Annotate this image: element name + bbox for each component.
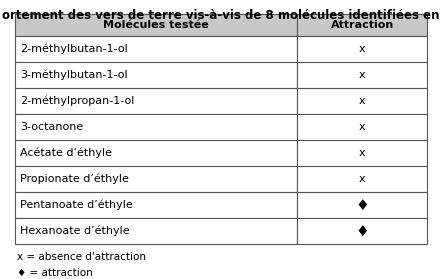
Text: ortement des vers de terre vis-à-vis de 8 molécules identifiées en GC/M: ortement des vers de terre vis-à-vis de … (2, 8, 442, 21)
Bar (297, 114, 427, 140)
Bar (15, 192, 297, 218)
Text: x: x (359, 174, 366, 184)
Text: 2-méthylbutan-1-ol: 2-méthylbutan-1-ol (20, 44, 128, 54)
Bar (15, 140, 297, 166)
Bar (297, 36, 427, 62)
Text: Attraction: Attraction (331, 20, 394, 30)
Text: Acétate d’éthyle: Acétate d’éthyle (20, 148, 112, 158)
Bar (297, 88, 427, 114)
Bar (15, 114, 297, 140)
Text: 3-octanone: 3-octanone (20, 122, 83, 132)
Bar (297, 140, 427, 166)
Bar (297, 192, 427, 218)
Bar (15, 218, 297, 244)
Bar (15, 14, 297, 36)
Text: x = absence d'attraction: x = absence d'attraction (17, 252, 146, 262)
Text: x: x (359, 44, 366, 54)
Text: Propionate d’éthyle: Propionate d’éthyle (20, 174, 129, 184)
Text: ♦: ♦ (355, 223, 369, 239)
Bar (297, 218, 427, 244)
Text: x: x (359, 70, 366, 80)
Bar (15, 88, 297, 114)
Bar (297, 62, 427, 88)
Bar (15, 166, 297, 192)
Text: 3-méthylbutan-1-ol: 3-méthylbutan-1-ol (20, 70, 128, 80)
Bar (15, 62, 297, 88)
Text: 2-méthylpropan-1-ol: 2-méthylpropan-1-ol (20, 96, 134, 106)
Bar (297, 166, 427, 192)
Bar (297, 14, 427, 36)
Text: x: x (359, 96, 366, 106)
Text: ♦: ♦ (355, 198, 369, 213)
Text: x: x (359, 122, 366, 132)
Bar (15, 36, 297, 62)
Text: Hexanoate d’éthyle: Hexanoate d’éthyle (20, 226, 130, 236)
Text: Molécules testée: Molécules testée (103, 20, 209, 30)
Text: x: x (359, 148, 366, 158)
Text: Pentanoate d’éthyle: Pentanoate d’éthyle (20, 200, 133, 210)
Text: ♦ = attraction: ♦ = attraction (17, 268, 93, 278)
